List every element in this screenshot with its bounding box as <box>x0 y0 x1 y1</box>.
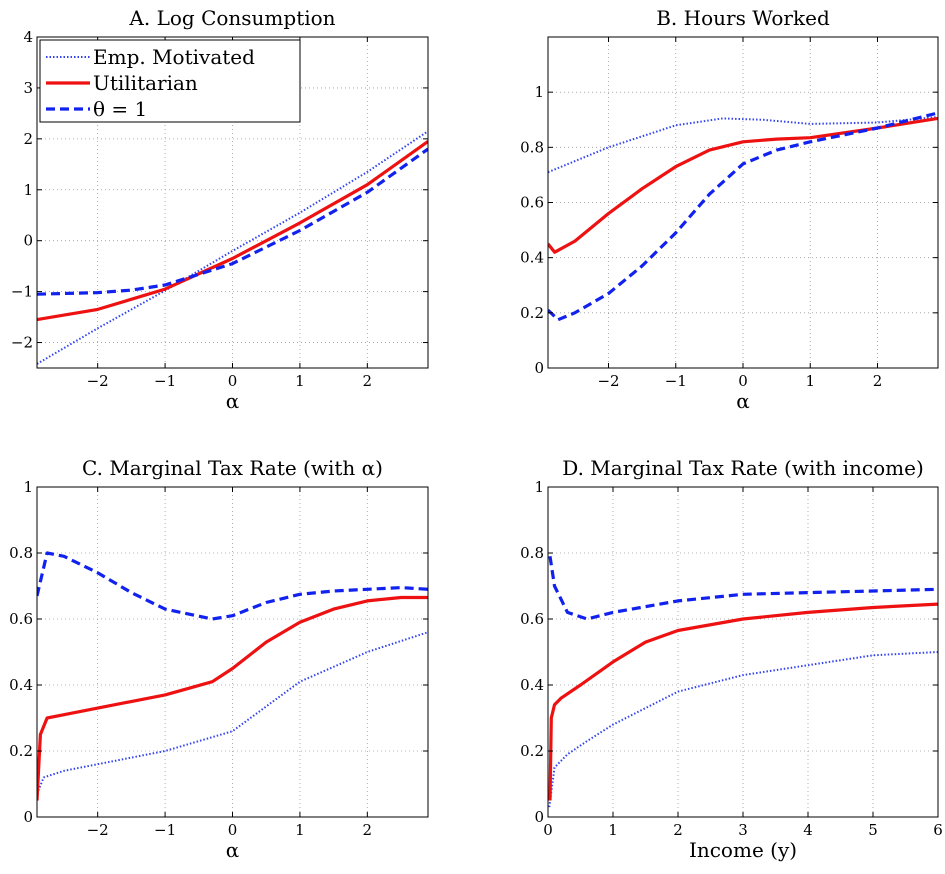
y-tick-label: 2 <box>23 130 33 148</box>
x-tick-label: 1 <box>295 821 305 839</box>
panel-d: 0 1 2 3 4 5 6 0 0.2 0.4 0.6 0.8 1 D. Marginal Tax Rat… <box>520 456 943 862</box>
y-tick-label: 0.6 <box>520 194 544 212</box>
x-tick-label: 2 <box>363 821 373 839</box>
y-tick-label: 1 <box>23 181 33 199</box>
y-tick-label: 3 <box>23 79 33 97</box>
x-tick-label: 1 <box>805 372 815 390</box>
x-tick-label: 2 <box>873 372 883 390</box>
x-axis-label: α <box>736 389 750 413</box>
x-tick-label: −1 <box>154 372 176 390</box>
x-tick-label: 1 <box>608 821 618 839</box>
y-tick-label: 0.8 <box>520 138 544 156</box>
x-axis-label: α <box>226 838 240 862</box>
y-tick-label: 0.6 <box>9 610 33 628</box>
series-line-solid <box>37 140 428 322</box>
y-tick-label: 0.8 <box>520 544 544 562</box>
y-tick-label: 0.4 <box>9 676 33 694</box>
series-line-dotted <box>548 651 938 808</box>
x-tick-label: −2 <box>87 821 109 839</box>
x-tick-label: −1 <box>154 821 176 839</box>
panel-c: −2 −1 0 1 2 0 0.2 0.4 0.6 0.8 1 C. Marginal Tax Rat… <box>9 456 429 862</box>
x-tick-label: 2 <box>363 372 373 390</box>
x-tick-label: 4 <box>803 821 813 839</box>
panel-title: A. Log Consumption <box>128 6 335 30</box>
series-line-dashed <box>37 551 428 621</box>
x-tick-label: 0 <box>228 821 238 839</box>
y-tick-label: −1 <box>11 283 33 301</box>
series-line-dashed <box>37 147 428 296</box>
x-tick-label: 2 <box>673 821 683 839</box>
series-line-dashed <box>548 556 938 621</box>
x-tick-label: 5 <box>868 821 878 839</box>
series-line-solid <box>548 602 938 801</box>
y-tick-label: 0 <box>23 808 33 826</box>
series-line-solid <box>548 116 938 254</box>
x-tick-label: −2 <box>87 372 109 390</box>
panel-title: C. Marginal Tax Rate (with α) <box>82 456 383 480</box>
y-tick-label: 0.4 <box>520 676 544 694</box>
panel-a: −2 −1 0 1 2 −2 −1 0 1 2 3 4 A. Log Consumption α Emp. … <box>11 6 429 413</box>
x-tick-label: 6 <box>933 821 943 839</box>
series-line-solid <box>37 595 428 801</box>
y-tick-label: 4 <box>23 28 33 46</box>
series-line-dashed <box>548 111 938 322</box>
x-tick-label: −1 <box>665 372 687 390</box>
y-tick-label: 0 <box>534 359 544 377</box>
x-tick-label: −2 <box>597 372 619 390</box>
y-tick-label: 1 <box>23 478 33 496</box>
series-line-dotted <box>37 631 428 795</box>
x-tick-label: 1 <box>295 372 305 390</box>
y-tick-label: 0.2 <box>520 742 544 760</box>
y-tick-label: 0.6 <box>520 610 544 628</box>
panel-b: −2 −1 0 1 2 0 0.2 0.4 0.6 0.8 1 B. Hours Worked α <box>520 6 939 413</box>
series-line-dotted <box>548 116 938 174</box>
plot-frame <box>547 36 939 369</box>
series-line-dotted <box>37 130 428 365</box>
y-tick-label: 1 <box>534 478 544 496</box>
x-axis-label: Income (y) <box>689 838 797 862</box>
x-tick-label: 3 <box>738 821 748 839</box>
y-tick-label: 0 <box>534 808 544 826</box>
legend-label: θ = 1 <box>93 97 147 121</box>
y-tick-label: 0 <box>23 232 33 250</box>
x-tick-label: 0 <box>228 372 238 390</box>
legend-box <box>39 39 301 123</box>
panel-title: B. Hours Worked <box>656 6 830 30</box>
y-tick-label: 0.8 <box>9 544 33 562</box>
y-tick-label: 0.2 <box>9 742 33 760</box>
legend-label: Utilitarian <box>93 71 198 95</box>
x-tick-label: 0 <box>738 372 748 390</box>
y-tick-label: 1 <box>534 83 544 101</box>
x-tick-label: 0 <box>543 821 553 839</box>
panel-title: D. Marginal Tax Rate (with income) <box>562 456 924 480</box>
x-axis-label: α <box>226 389 240 413</box>
y-tick-label: −2 <box>11 334 33 352</box>
y-tick-label: 0.4 <box>520 249 544 267</box>
legend-label: Emp. Motivated <box>93 45 255 69</box>
y-tick-label: 0.2 <box>520 304 544 322</box>
